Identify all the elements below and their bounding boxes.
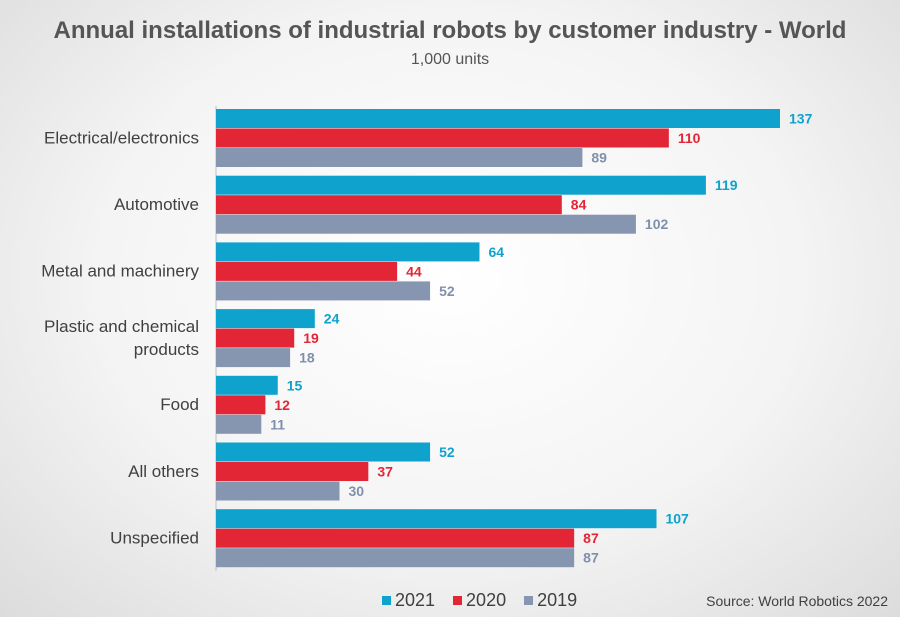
bar-2021	[216, 442, 431, 462]
bar-2019	[216, 414, 262, 434]
bar-2019	[216, 481, 340, 501]
data-label-2021: 119	[715, 177, 738, 193]
bar-2020	[216, 528, 575, 548]
data-label-2019: 102	[645, 216, 669, 232]
data-label-2021: 15	[287, 377, 303, 393]
legend-label: 2019	[537, 590, 578, 610]
legend-item-2020: 2020	[453, 590, 506, 611]
data-label-2019: 11	[270, 416, 285, 432]
data-label-2021: 137	[789, 111, 813, 127]
bar-2020	[216, 462, 369, 481]
data-label-2021: 52	[439, 444, 455, 460]
data-label-2019: 87	[583, 550, 599, 566]
data-label-2019: 18	[299, 350, 315, 366]
chart-title: Annual installations of industrial robot…	[53, 17, 847, 44]
bar-2021	[216, 175, 706, 195]
data-label-2021: 64	[488, 244, 504, 260]
category-label: All others	[128, 462, 199, 481]
bar-2021	[216, 375, 278, 395]
category-label: Food	[160, 395, 199, 414]
legend-label: 2020	[466, 590, 507, 610]
bar-2021	[216, 509, 657, 529]
chart-subtitle: 1,000 units	[410, 51, 490, 68]
data-label-2020: 84	[571, 197, 587, 213]
legend-swatch	[453, 596, 463, 605]
category-label: products	[134, 340, 199, 359]
bar-2021	[216, 309, 315, 329]
bar-2020	[216, 328, 295, 348]
bar-2019	[216, 214, 636, 234]
legend-swatch	[524, 596, 534, 605]
legend-label: 2021	[395, 590, 436, 610]
data-label-2021: 24	[324, 311, 340, 327]
bar-2020	[216, 395, 266, 415]
data-label-2020: 87	[583, 530, 599, 546]
category-label: Plastic and chemical	[44, 317, 199, 336]
category-label: Unspecified	[110, 528, 199, 547]
data-label-2021: 107	[665, 511, 689, 527]
legend-item-2021: 2021	[382, 590, 435, 611]
bar-2019	[216, 148, 583, 167]
bar-2020	[216, 195, 562, 215]
data-label-2019: 52	[439, 283, 455, 299]
legend-item-2019: 2019	[524, 590, 577, 611]
data-label-2019: 30	[349, 483, 365, 499]
legend: 2021 2020 2019	[382, 590, 595, 611]
bar-2021	[216, 242, 480, 262]
bar-2019	[216, 281, 431, 301]
data-label-2020: 44	[406, 263, 422, 279]
data-label-2020: 37	[377, 464, 393, 480]
data-label-2020: 110	[678, 130, 701, 146]
data-label-2019: 89	[591, 150, 607, 166]
category-label: Metal and machinery	[41, 262, 199, 281]
bar-2019	[216, 548, 575, 568]
legend-swatch	[382, 596, 391, 605]
source-note: Source: World Robotics 2022	[706, 593, 888, 609]
bar-2021	[216, 109, 780, 128]
bar-2020	[216, 261, 398, 281]
bar-2020	[216, 128, 669, 148]
category-label: Automotive	[114, 195, 199, 214]
category-label: Electrical/electronics	[44, 128, 199, 147]
data-label-2020: 12	[274, 397, 290, 413]
bar-2019	[216, 348, 291, 368]
data-label-2020: 19	[303, 330, 319, 346]
